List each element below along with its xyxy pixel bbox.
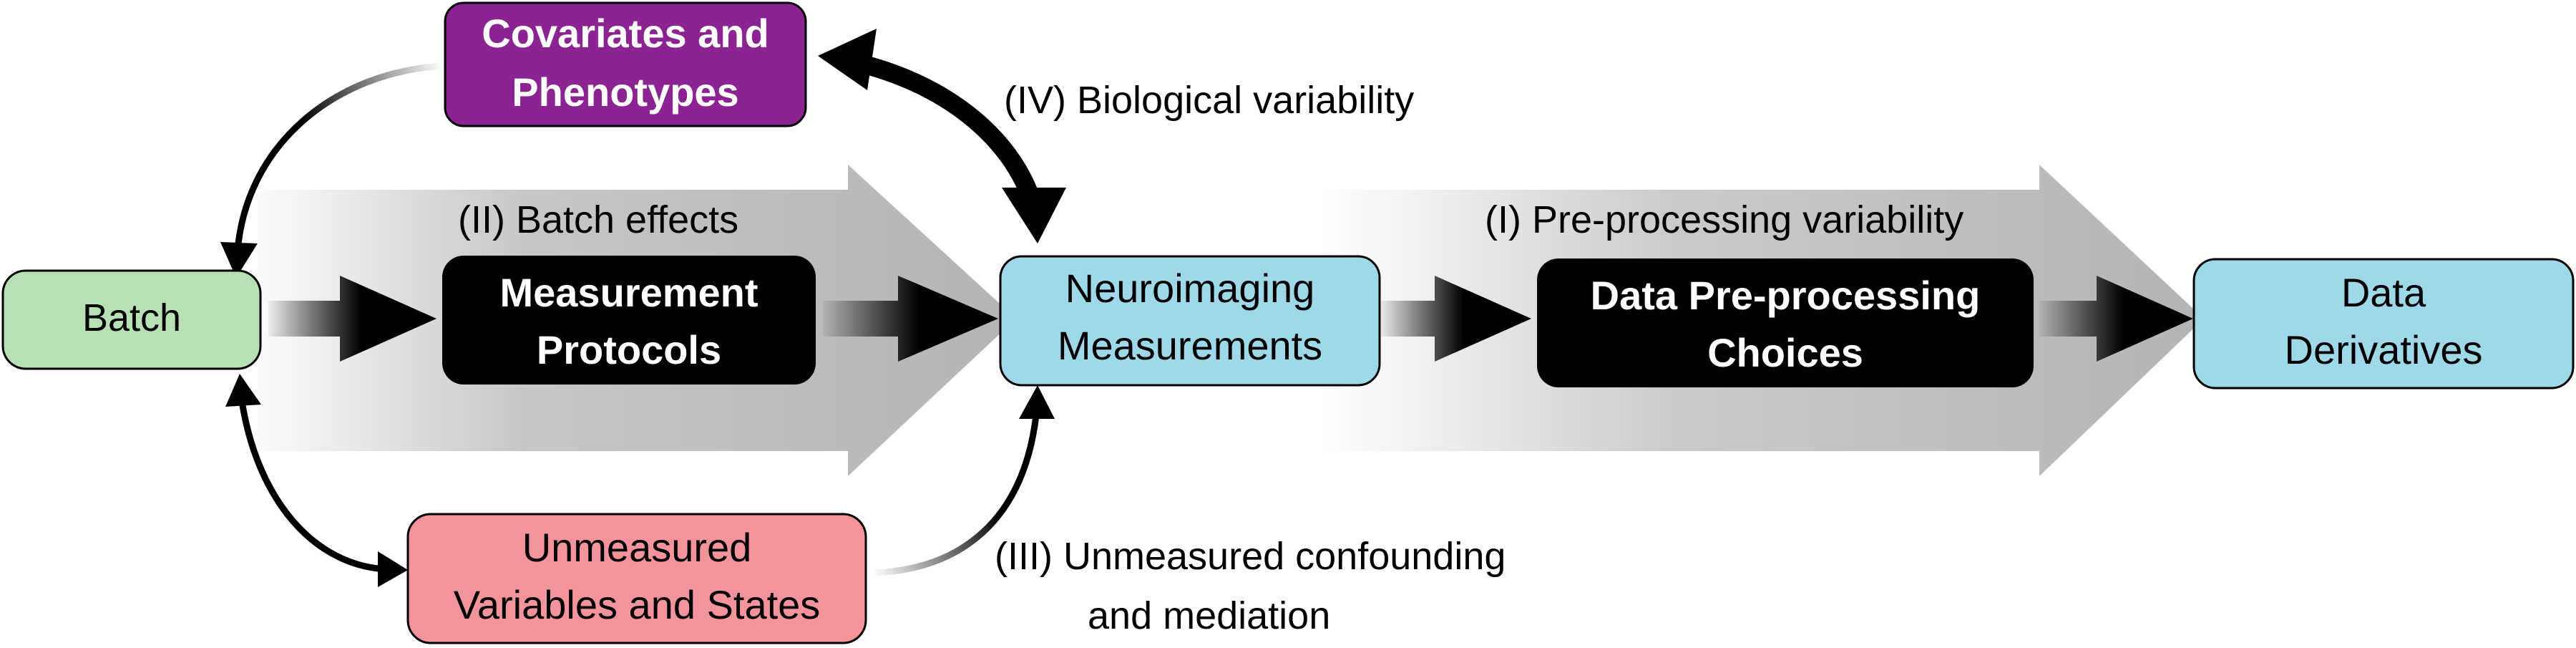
arrow-preprocessing-to-derivatives	[2039, 276, 2193, 362]
label-preprocessing-variability: (I) Pre-processing variability	[1485, 198, 1963, 241]
arrowhead-into-unmeasured	[378, 551, 408, 587]
curve-unmeasured-to-neuro	[874, 415, 1040, 576]
derivatives-label-line2: Derivatives	[2285, 327, 2483, 372]
arrowhead-into-covariates	[818, 29, 877, 90]
curve-covariates-neuro-biological	[856, 54, 1043, 211]
label-unmeasured-confounding-line1: (III) Unmeasured confounding	[995, 535, 1506, 578]
neuro-label-line2: Measurements	[1058, 323, 1322, 368]
measurement-protocols-node: Measurement Protocols	[442, 256, 816, 385]
unmeasured-node: Unmeasured Variables and States	[406, 513, 867, 644]
label-batch-effects: (II) Batch effects	[458, 198, 738, 241]
batch-label: Batch	[82, 296, 181, 339]
curve-batch-to-unmeasured	[238, 400, 387, 573]
data-derivatives-node: Data Derivatives	[2192, 258, 2575, 390]
neuroimaging-node: Neuroimaging Measurements	[999, 255, 1381, 387]
unmeasured-label-line1: Unmeasured	[522, 525, 752, 570]
covariates-node: Covariates and Phenotypes	[444, 1, 807, 127]
label-biological-variability: (IV) Biological variability	[1004, 79, 1414, 122]
unmeasured-label-line2: Variables and States	[454, 582, 821, 627]
arrow-measurement-to-neuro	[823, 276, 998, 362]
preprocessing-choices-node: Data Pre-processing Choices	[1537, 258, 2034, 387]
curve-covariates-to-batch	[234, 62, 444, 251]
derivatives-label-line1: Data	[2341, 270, 2426, 315]
measurement-label-line1: Measurement	[499, 270, 758, 315]
arrowhead-into-batch-top	[220, 242, 258, 278]
batch-node: Batch	[1, 269, 262, 370]
preproc-label-line1: Data Pre-processing	[1591, 273, 1981, 318]
arrowhead-into-neuro-bottom	[1019, 385, 1055, 419]
neuro-label-line1: Neuroimaging	[1065, 266, 1315, 311]
preproc-label-line2: Choices	[1707, 330, 1863, 375]
covariates-label-line2: Phenotypes	[512, 69, 738, 115]
measurement-label-line2: Protocols	[537, 327, 721, 372]
arrowhead-into-batch-bottom	[225, 374, 261, 407]
label-unmeasured-confounding-line2: and mediation	[1088, 594, 1330, 637]
arrow-neuro-to-preprocessing	[1381, 276, 1531, 362]
arrow-batch-to-measurement	[268, 276, 436, 362]
covariates-label-line1: Covariates and	[482, 11, 769, 56]
arrowhead-into-neuro-top	[1002, 188, 1066, 243]
